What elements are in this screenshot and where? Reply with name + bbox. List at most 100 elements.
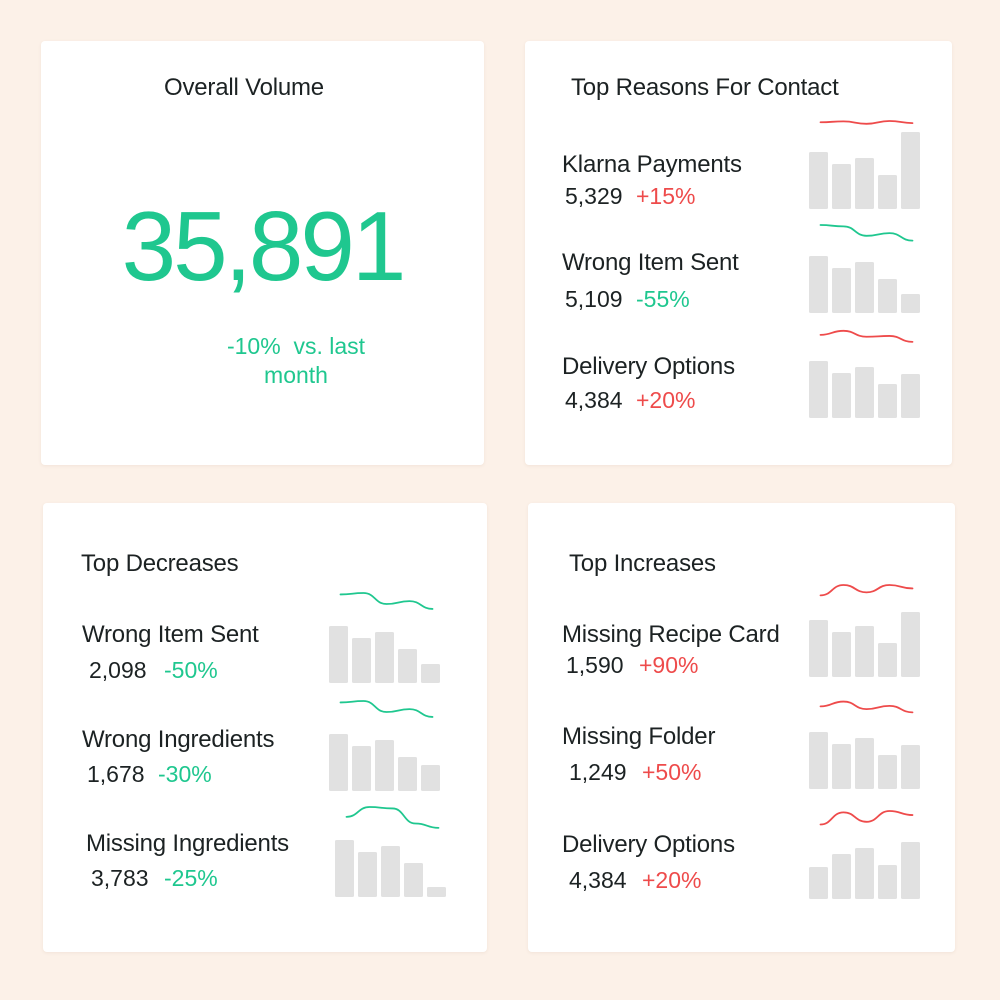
sparkline-bar bbox=[421, 765, 440, 791]
sparkline-bar bbox=[901, 132, 920, 209]
sparkline-bar bbox=[878, 175, 897, 209]
top-decreases-title: Top Decreases bbox=[81, 550, 239, 577]
decrease-sparkline bbox=[335, 806, 446, 897]
sparkline-bar bbox=[352, 746, 371, 791]
decrease-item-label: Wrong Item Sent bbox=[82, 621, 259, 648]
overall-volume-comparison-line1: vs. last bbox=[293, 333, 366, 359]
sparkline-bar bbox=[809, 361, 828, 418]
sparkline-bar bbox=[832, 268, 851, 313]
sparkline-bar bbox=[901, 842, 920, 899]
reason-item-label: Klarna Payments bbox=[562, 151, 742, 178]
decrease-item-label: Wrong Ingredients bbox=[82, 726, 275, 753]
increase-item-count: 1,249 bbox=[569, 759, 627, 785]
sparkline-bar bbox=[358, 852, 377, 897]
sparkline-bar bbox=[352, 638, 371, 683]
sparkline-trend-line bbox=[819, 120, 914, 125]
reason-sparkline bbox=[809, 120, 920, 209]
increase-item-count: 1,590 bbox=[566, 652, 624, 678]
sparkline-bar bbox=[832, 164, 851, 209]
sparkline-bar bbox=[809, 256, 828, 313]
sparkline-trend-line bbox=[819, 224, 914, 242]
increase-item: Delivery Options 4,384 +20% bbox=[562, 831, 942, 931]
decrease-sparkline bbox=[329, 592, 440, 683]
top-reasons-title: Top Reasons For Contact bbox=[571, 74, 839, 101]
sparkline-bar bbox=[404, 863, 423, 897]
reason-item: Delivery Options 4,384 +20% bbox=[562, 353, 942, 453]
sparkline-bar bbox=[855, 738, 874, 789]
sparkline-trend-line bbox=[819, 329, 914, 343]
overall-volume-title: Overall Volume bbox=[164, 74, 324, 101]
reason-item: Klarna Payments 5,329 +15% bbox=[562, 151, 942, 251]
sparkline-bar bbox=[901, 294, 920, 313]
sparkline-bar bbox=[809, 732, 828, 789]
sparkline-bar bbox=[855, 848, 874, 899]
sparkline-trend-line bbox=[819, 810, 914, 826]
decrease-item: Wrong Item Sent 2,098 -50% bbox=[82, 621, 462, 721]
sparkline-bar bbox=[878, 755, 897, 789]
increase-item-change: +20% bbox=[642, 867, 702, 893]
sparkline-bar bbox=[878, 865, 897, 899]
sparkline-bar bbox=[832, 632, 851, 677]
reason-item-change: -55% bbox=[636, 286, 690, 312]
sparkline-bar bbox=[809, 152, 828, 209]
sparkline-bar bbox=[901, 745, 920, 789]
reason-item-label: Delivery Options bbox=[562, 353, 735, 380]
decrease-item-count: 1,678 bbox=[87, 761, 145, 787]
sparkline-bar bbox=[375, 632, 394, 683]
overall-volume-comparison-line2: month bbox=[264, 362, 328, 388]
reason-sparkline bbox=[809, 329, 920, 418]
sparkline-bar bbox=[832, 744, 851, 789]
sparkline-bar bbox=[375, 740, 394, 791]
sparkline-trend-line bbox=[339, 700, 434, 718]
overall-volume-change-pct: -10% bbox=[226, 333, 281, 359]
increase-item-count: 4,384 bbox=[569, 867, 627, 893]
reason-item-change: +15% bbox=[636, 183, 696, 209]
sparkline-bar bbox=[809, 620, 828, 677]
sparkline-bar bbox=[809, 867, 828, 899]
sparkline-bar bbox=[329, 734, 348, 791]
decrease-item-label: Missing Ingredients bbox=[86, 830, 289, 857]
reason-item-label: Wrong Item Sent bbox=[562, 249, 739, 276]
sparkline-trend-line bbox=[819, 584, 914, 597]
sparkline-trend-line bbox=[819, 700, 914, 714]
decrease-item-change: -25% bbox=[164, 865, 218, 891]
overall-volume-value: 35,891 bbox=[121, 191, 407, 301]
sparkline-trend-line bbox=[339, 592, 434, 610]
sparkline-trend-line bbox=[345, 806, 440, 829]
top-increases-title: Top Increases bbox=[569, 550, 716, 577]
decrease-item: Wrong Ingredients 1,678 -30% bbox=[82, 726, 462, 826]
increase-item: Missing Recipe Card 1,590 +90% bbox=[562, 621, 942, 721]
sparkline-bar bbox=[832, 854, 851, 899]
sparkline-bar bbox=[855, 626, 874, 677]
increase-item-label: Missing Folder bbox=[562, 723, 716, 750]
decrease-item-change: -50% bbox=[164, 657, 218, 683]
top-reasons-card: Top Reasons For Contact Klarna Payments … bbox=[525, 41, 952, 465]
sparkline-bar bbox=[335, 840, 354, 897]
top-increases-card: Top Increases Missing Recipe Card 1,590 … bbox=[528, 503, 955, 952]
sparkline-bar bbox=[878, 643, 897, 677]
decrease-item-count: 2,098 bbox=[89, 657, 147, 683]
overall-volume-card: Overall Volume 35,891 -10% vs. last mont… bbox=[41, 41, 484, 465]
increase-sparkline bbox=[809, 810, 920, 899]
sparkline-bar bbox=[398, 649, 417, 683]
sparkline-bar bbox=[878, 384, 897, 418]
increase-item-label: Delivery Options bbox=[562, 831, 735, 858]
increase-sparkline bbox=[809, 584, 920, 677]
sparkline-bar bbox=[901, 374, 920, 418]
increase-item-change: +90% bbox=[639, 652, 699, 678]
overall-volume-change: -10% vs. last month bbox=[181, 332, 411, 390]
increase-item-change: +50% bbox=[642, 759, 702, 785]
reason-item-count: 5,109 bbox=[565, 286, 623, 312]
sparkline-bar bbox=[398, 757, 417, 791]
increase-item: Missing Folder 1,249 +50% bbox=[562, 723, 942, 823]
sparkline-bar bbox=[855, 367, 874, 418]
sparkline-bar bbox=[329, 626, 348, 683]
decrease-sparkline bbox=[329, 700, 440, 791]
increase-sparkline bbox=[809, 700, 920, 789]
increase-item-label: Missing Recipe Card bbox=[562, 621, 780, 648]
decrease-item-count: 3,783 bbox=[91, 865, 149, 891]
sparkline-bar bbox=[855, 262, 874, 313]
sparkline-bar bbox=[878, 279, 897, 313]
reason-item-change: +20% bbox=[636, 387, 696, 413]
reason-item: Wrong Item Sent 5,109 -55% bbox=[562, 249, 942, 349]
